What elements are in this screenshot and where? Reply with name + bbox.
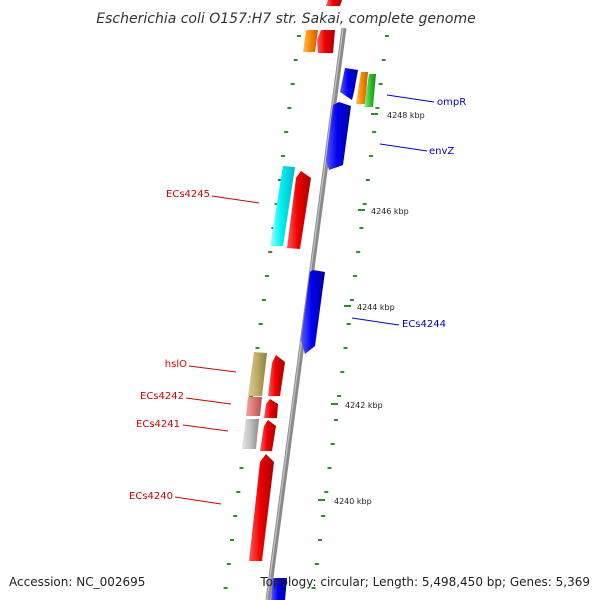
leader-ECs4241 — [182, 424, 229, 432]
topology-text: Topology: circular; Length: 5,498,450 bp… — [259, 575, 590, 589]
gene-orange-small — [356, 72, 368, 104]
label-ECs4245[interactable]: ECs4245 — [166, 189, 210, 200]
gene-ECs4240[interactable] — [249, 454, 274, 561]
label-ECs4244[interactable]: ECs4244 — [402, 319, 446, 330]
gene-red-4245 — [287, 171, 311, 249]
label-envZ[interactable]: envZ — [429, 146, 454, 157]
scale-label-4242: 4242 kbp — [345, 401, 383, 410]
gene-blue-bottom — [271, 578, 287, 600]
label-ECs4240[interactable]: ECs4240 — [129, 491, 173, 502]
gene-red-top-edge — [326, 0, 342, 6]
label-ECs4242[interactable]: ECs4242 — [140, 391, 184, 402]
gene-red-4241 — [260, 420, 276, 451]
gene-red-top — [317, 30, 335, 53]
gene-red-4242 — [264, 399, 278, 418]
map-title: Escherichia coli O157:H7 str. Sakai, com… — [96, 11, 475, 27]
accession-text: Accession: NC_002695 — [9, 575, 145, 589]
label-hslO[interactable]: hslO — [165, 359, 187, 370]
gene-ECs4244[interactable] — [301, 270, 325, 354]
scale-label-4244: 4244 kbp — [357, 303, 395, 312]
gene-ECs4245[interactable] — [270, 166, 295, 246]
gene-ompR[interactable] — [340, 68, 358, 100]
gene-green-small — [364, 74, 376, 107]
scale-label-4240: 4240 kbp — [334, 497, 372, 506]
gene-hslO[interactable] — [248, 352, 267, 396]
gene-red-hslO — [268, 355, 285, 396]
label-ompR[interactable]: ompR — [437, 97, 466, 108]
scale-label-4246: 4246 kbp — [371, 207, 409, 216]
gene-envZ[interactable] — [326, 102, 351, 170]
gene-ECs4241[interactable] — [242, 419, 259, 449]
leader-envZ — [379, 143, 428, 152]
leader-ECs4240 — [174, 496, 222, 505]
label-ECs4241[interactable]: ECs4241 — [136, 419, 180, 430]
gene-features — [242, 0, 376, 600]
tick-guides — [223, 35, 389, 589]
label-leaders — [174, 94, 435, 505]
gene-ECs4242[interactable] — [246, 397, 262, 416]
leader-ECs4242 — [185, 397, 232, 405]
leader-ECs4245 — [211, 195, 260, 204]
scale-label-4248: 4248 kbp — [387, 111, 425, 120]
leader-ompR — [386, 94, 435, 103]
leader-ECs4244 — [351, 317, 400, 326]
gene-orange-top — [303, 30, 318, 52]
leader-hslO — [188, 365, 237, 373]
